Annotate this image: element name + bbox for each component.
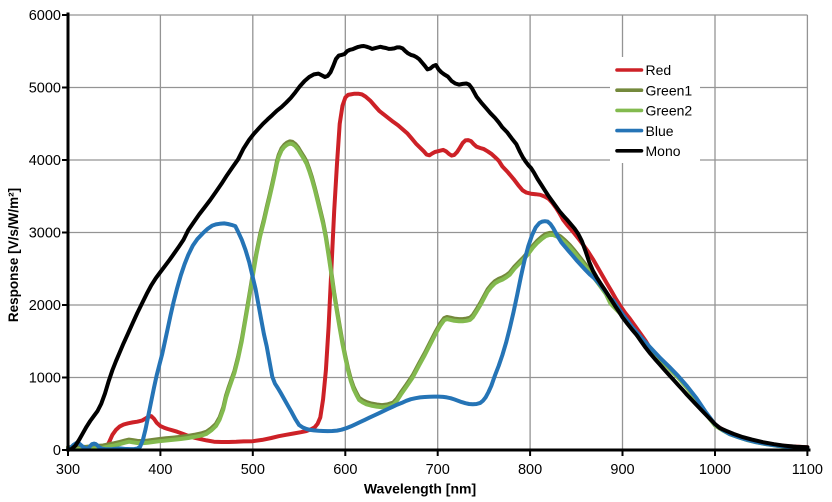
svg-text:600: 600: [333, 462, 357, 478]
svg-text:Green1: Green1: [646, 82, 693, 98]
svg-text:0: 0: [53, 443, 61, 459]
svg-text:2000: 2000: [29, 298, 61, 314]
svg-text:700: 700: [426, 462, 450, 478]
svg-text:900: 900: [610, 462, 634, 478]
svg-text:Response [V/s/W/m²]: Response [V/s/W/m²]: [6, 188, 21, 322]
svg-text:Mono: Mono: [646, 143, 681, 159]
svg-text:300: 300: [56, 462, 80, 478]
svg-text:Red: Red: [646, 62, 672, 78]
svg-text:4000: 4000: [29, 153, 61, 169]
svg-text:Wavelength [nm]: Wavelength [nm]: [364, 481, 476, 497]
svg-text:Green2: Green2: [646, 103, 693, 119]
svg-text:1000: 1000: [29, 371, 61, 387]
svg-text:6000: 6000: [29, 8, 61, 24]
svg-text:400: 400: [148, 462, 172, 478]
svg-text:1100: 1100: [792, 462, 823, 478]
svg-text:3000: 3000: [29, 226, 61, 242]
svg-text:1000: 1000: [699, 462, 731, 478]
svg-text:800: 800: [518, 462, 542, 478]
svg-text:500: 500: [241, 462, 265, 478]
svg-text:Blue: Blue: [646, 123, 674, 139]
svg-text:5000: 5000: [29, 81, 61, 97]
